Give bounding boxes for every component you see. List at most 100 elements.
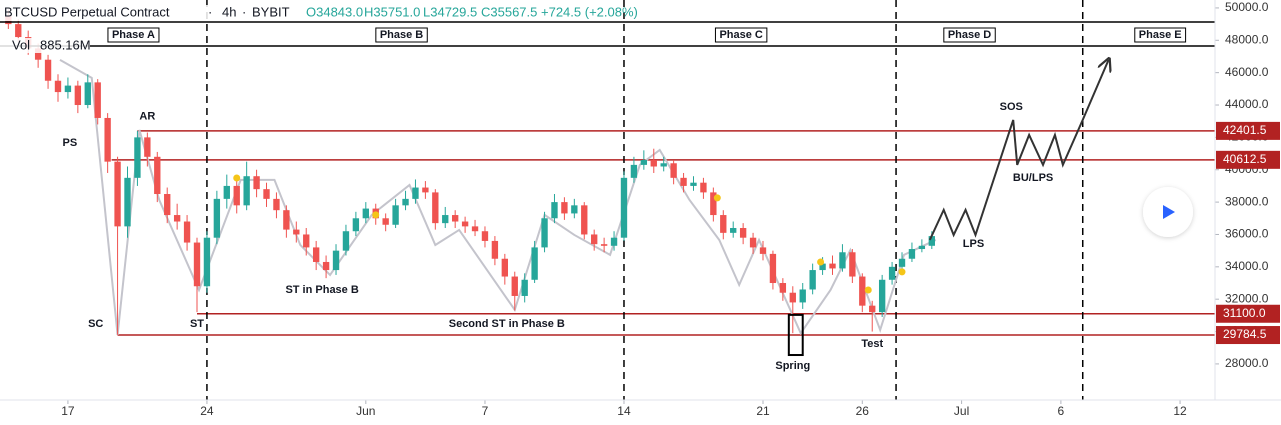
- separator: ·: [208, 4, 212, 19]
- level-tag: [1216, 326, 1280, 345]
- phase-box: [943, 27, 996, 43]
- candle-body: [173, 215, 181, 222]
- candle-body: [134, 137, 141, 178]
- candle-body: [432, 192, 439, 224]
- candle-body: [561, 202, 568, 214]
- candle-body: [481, 231, 489, 241]
- candle-body: [670, 163, 677, 178]
- header-bg: [0, 5, 615, 21]
- candle-body: [84, 82, 91, 106]
- phase-label: Phase A: [112, 29, 155, 41]
- level-tag: [1216, 304, 1280, 323]
- candle-body: [829, 263, 836, 269]
- high-value: H35751.0: [364, 4, 420, 19]
- phase-box: [107, 27, 160, 43]
- candle-body: [243, 176, 250, 206]
- candle-body: [620, 177, 628, 238]
- candle-body: [501, 258, 509, 277]
- candle-body: [730, 227, 737, 233]
- annotation: ST: [190, 318, 204, 330]
- x-tick-label: 7: [482, 404, 489, 418]
- exchange: BYBIT: [252, 4, 290, 19]
- interval: 4h: [222, 4, 236, 19]
- candle-body: [54, 80, 62, 93]
- candle-body: [749, 237, 757, 248]
- y-tick-label: 50000.0: [1225, 0, 1269, 14]
- y-tick-label: 44000.0: [1225, 97, 1269, 111]
- legend-header: BTCUSD Perpetual Contract · 4h · BYBIT O…: [0, 4, 638, 53]
- candle-body: [491, 240, 499, 259]
- candle-body: [908, 249, 916, 259]
- schematic-line: [59, 59, 937, 336]
- candle-body: [64, 85, 72, 93]
- candle-body: [154, 156, 161, 195]
- spring-box: [787, 313, 804, 357]
- phase-label: Phase B: [380, 29, 423, 41]
- y-tick-label: 32000.0: [1225, 291, 1269, 305]
- candle-body: [660, 163, 667, 167]
- annotation: ST in Phase B: [285, 284, 358, 296]
- level-tag: [1216, 121, 1280, 140]
- y-tick-label: 28000.0: [1225, 356, 1269, 370]
- phase-box: [1134, 27, 1187, 43]
- x-tick-label: Jul: [954, 404, 969, 418]
- annotation: Spring: [775, 360, 810, 372]
- event-marker: [372, 211, 380, 219]
- event-marker: [233, 174, 241, 182]
- candle-body: [412, 187, 419, 199]
- candle-body: [203, 237, 211, 287]
- candle-body: [809, 270, 816, 290]
- volume-label: Vol: [12, 37, 30, 52]
- candle-body: [193, 242, 201, 287]
- y-tick-label: 36000.0: [1225, 227, 1269, 241]
- candle-body: [591, 234, 598, 245]
- play-button[interactable]: [1143, 187, 1193, 237]
- candle-body: [362, 208, 369, 219]
- x-tick-label: 12: [1173, 404, 1187, 418]
- candle-body: [322, 261, 330, 271]
- candle-body: [680, 177, 687, 186]
- close-value: C35567.5: [481, 4, 537, 19]
- candle-body: [332, 250, 340, 271]
- event-marker: [713, 194, 721, 202]
- candle-body: [471, 226, 479, 232]
- x-tick-label: Jun: [356, 404, 375, 418]
- x-tick-label: 24: [200, 404, 214, 418]
- candle-body: [769, 253, 777, 284]
- candle-body: [878, 279, 886, 313]
- event-marker: [817, 258, 825, 266]
- volume-value: 885.16M: [40, 37, 91, 52]
- candle-body: [253, 176, 260, 190]
- candle-body: [114, 161, 121, 227]
- candle-body: [779, 283, 787, 293]
- x-tick-label: 17: [61, 404, 75, 418]
- candle-body: [312, 247, 320, 262]
- candle-body: [700, 182, 707, 193]
- candle-body: [511, 276, 518, 296]
- annotation: LPS: [963, 238, 984, 250]
- phase-label: Phase E: [1139, 29, 1182, 41]
- candle-body: [223, 185, 230, 199]
- event-marker: [898, 268, 906, 276]
- event-marker: [864, 286, 872, 294]
- candle-body: [293, 229, 300, 235]
- candle-body: [710, 192, 717, 216]
- candle-body: [928, 236, 935, 246]
- candle-body: [452, 215, 459, 222]
- annotation: Second ST in Phase B: [449, 318, 565, 330]
- candle-body: [739, 227, 747, 238]
- candle-body: [888, 266, 896, 280]
- level-label: 40612.5: [1223, 152, 1267, 166]
- candle-body: [799, 289, 806, 303]
- play-icon[interactable]: [1163, 205, 1175, 219]
- candle-body: [690, 182, 697, 186]
- candle-body: [442, 215, 449, 224]
- candle-body: [720, 215, 727, 233]
- candle-body: [402, 198, 409, 206]
- annotation: SOS: [1000, 101, 1023, 113]
- candle-body: [34, 48, 42, 60]
- change-value: +724.5 (+2.08%): [541, 4, 638, 19]
- candle-body: [352, 218, 360, 232]
- candle-body: [164, 194, 171, 216]
